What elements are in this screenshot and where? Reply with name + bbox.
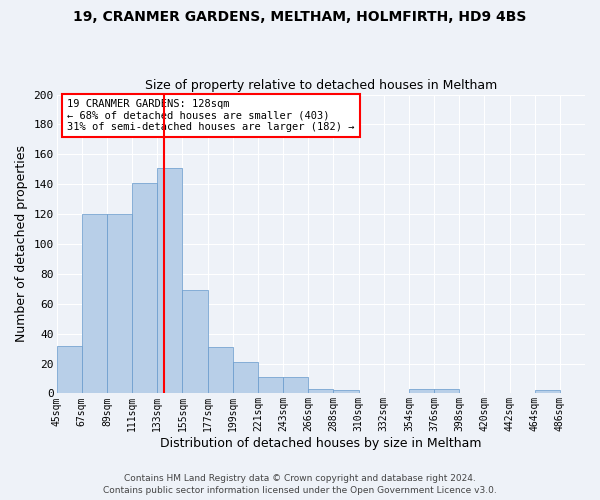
Text: 19 CRANMER GARDENS: 128sqm
← 68% of detached houses are smaller (403)
31% of sem: 19 CRANMER GARDENS: 128sqm ← 68% of deta… bbox=[67, 99, 355, 132]
X-axis label: Distribution of detached houses by size in Meltham: Distribution of detached houses by size … bbox=[160, 437, 482, 450]
Bar bbox=[208, 347, 233, 394]
Bar bbox=[409, 389, 434, 394]
Bar bbox=[308, 389, 334, 394]
Bar bbox=[258, 377, 283, 394]
Bar bbox=[182, 290, 208, 394]
Bar bbox=[82, 214, 107, 394]
Bar bbox=[233, 362, 258, 394]
Text: 19, CRANMER GARDENS, MELTHAM, HOLMFIRTH, HD9 4BS: 19, CRANMER GARDENS, MELTHAM, HOLMFIRTH,… bbox=[73, 10, 527, 24]
Bar bbox=[132, 182, 157, 394]
Bar bbox=[56, 346, 82, 394]
Title: Size of property relative to detached houses in Meltham: Size of property relative to detached ho… bbox=[145, 79, 497, 92]
Y-axis label: Number of detached properties: Number of detached properties bbox=[15, 146, 28, 342]
Bar bbox=[535, 390, 560, 394]
Bar bbox=[434, 389, 459, 394]
Bar bbox=[334, 390, 359, 394]
Bar bbox=[157, 168, 182, 394]
Text: Contains HM Land Registry data © Crown copyright and database right 2024.
Contai: Contains HM Land Registry data © Crown c… bbox=[103, 474, 497, 495]
Bar bbox=[283, 377, 308, 394]
Bar bbox=[107, 214, 132, 394]
